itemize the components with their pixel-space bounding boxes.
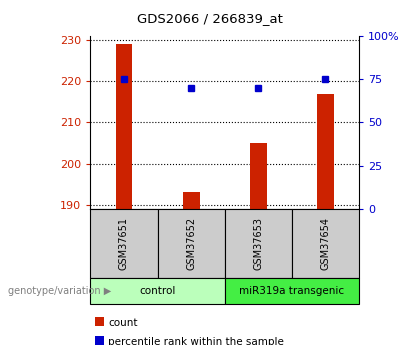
Text: count: count xyxy=(108,318,137,327)
Text: miR319a transgenic: miR319a transgenic xyxy=(239,286,344,296)
Text: GSM37653: GSM37653 xyxy=(253,217,263,270)
Bar xyxy=(183,192,199,209)
Text: GSM37652: GSM37652 xyxy=(186,217,196,270)
Text: genotype/variation ▶: genotype/variation ▶ xyxy=(8,286,112,296)
Text: GSM37651: GSM37651 xyxy=(119,217,129,270)
Bar xyxy=(116,45,132,209)
Text: GSM37654: GSM37654 xyxy=(320,217,331,270)
Text: GDS2066 / 266839_at: GDS2066 / 266839_at xyxy=(137,12,283,25)
Bar xyxy=(250,143,267,209)
Text: control: control xyxy=(139,286,176,296)
Bar xyxy=(317,94,334,209)
Text: percentile rank within the sample: percentile rank within the sample xyxy=(108,337,284,345)
